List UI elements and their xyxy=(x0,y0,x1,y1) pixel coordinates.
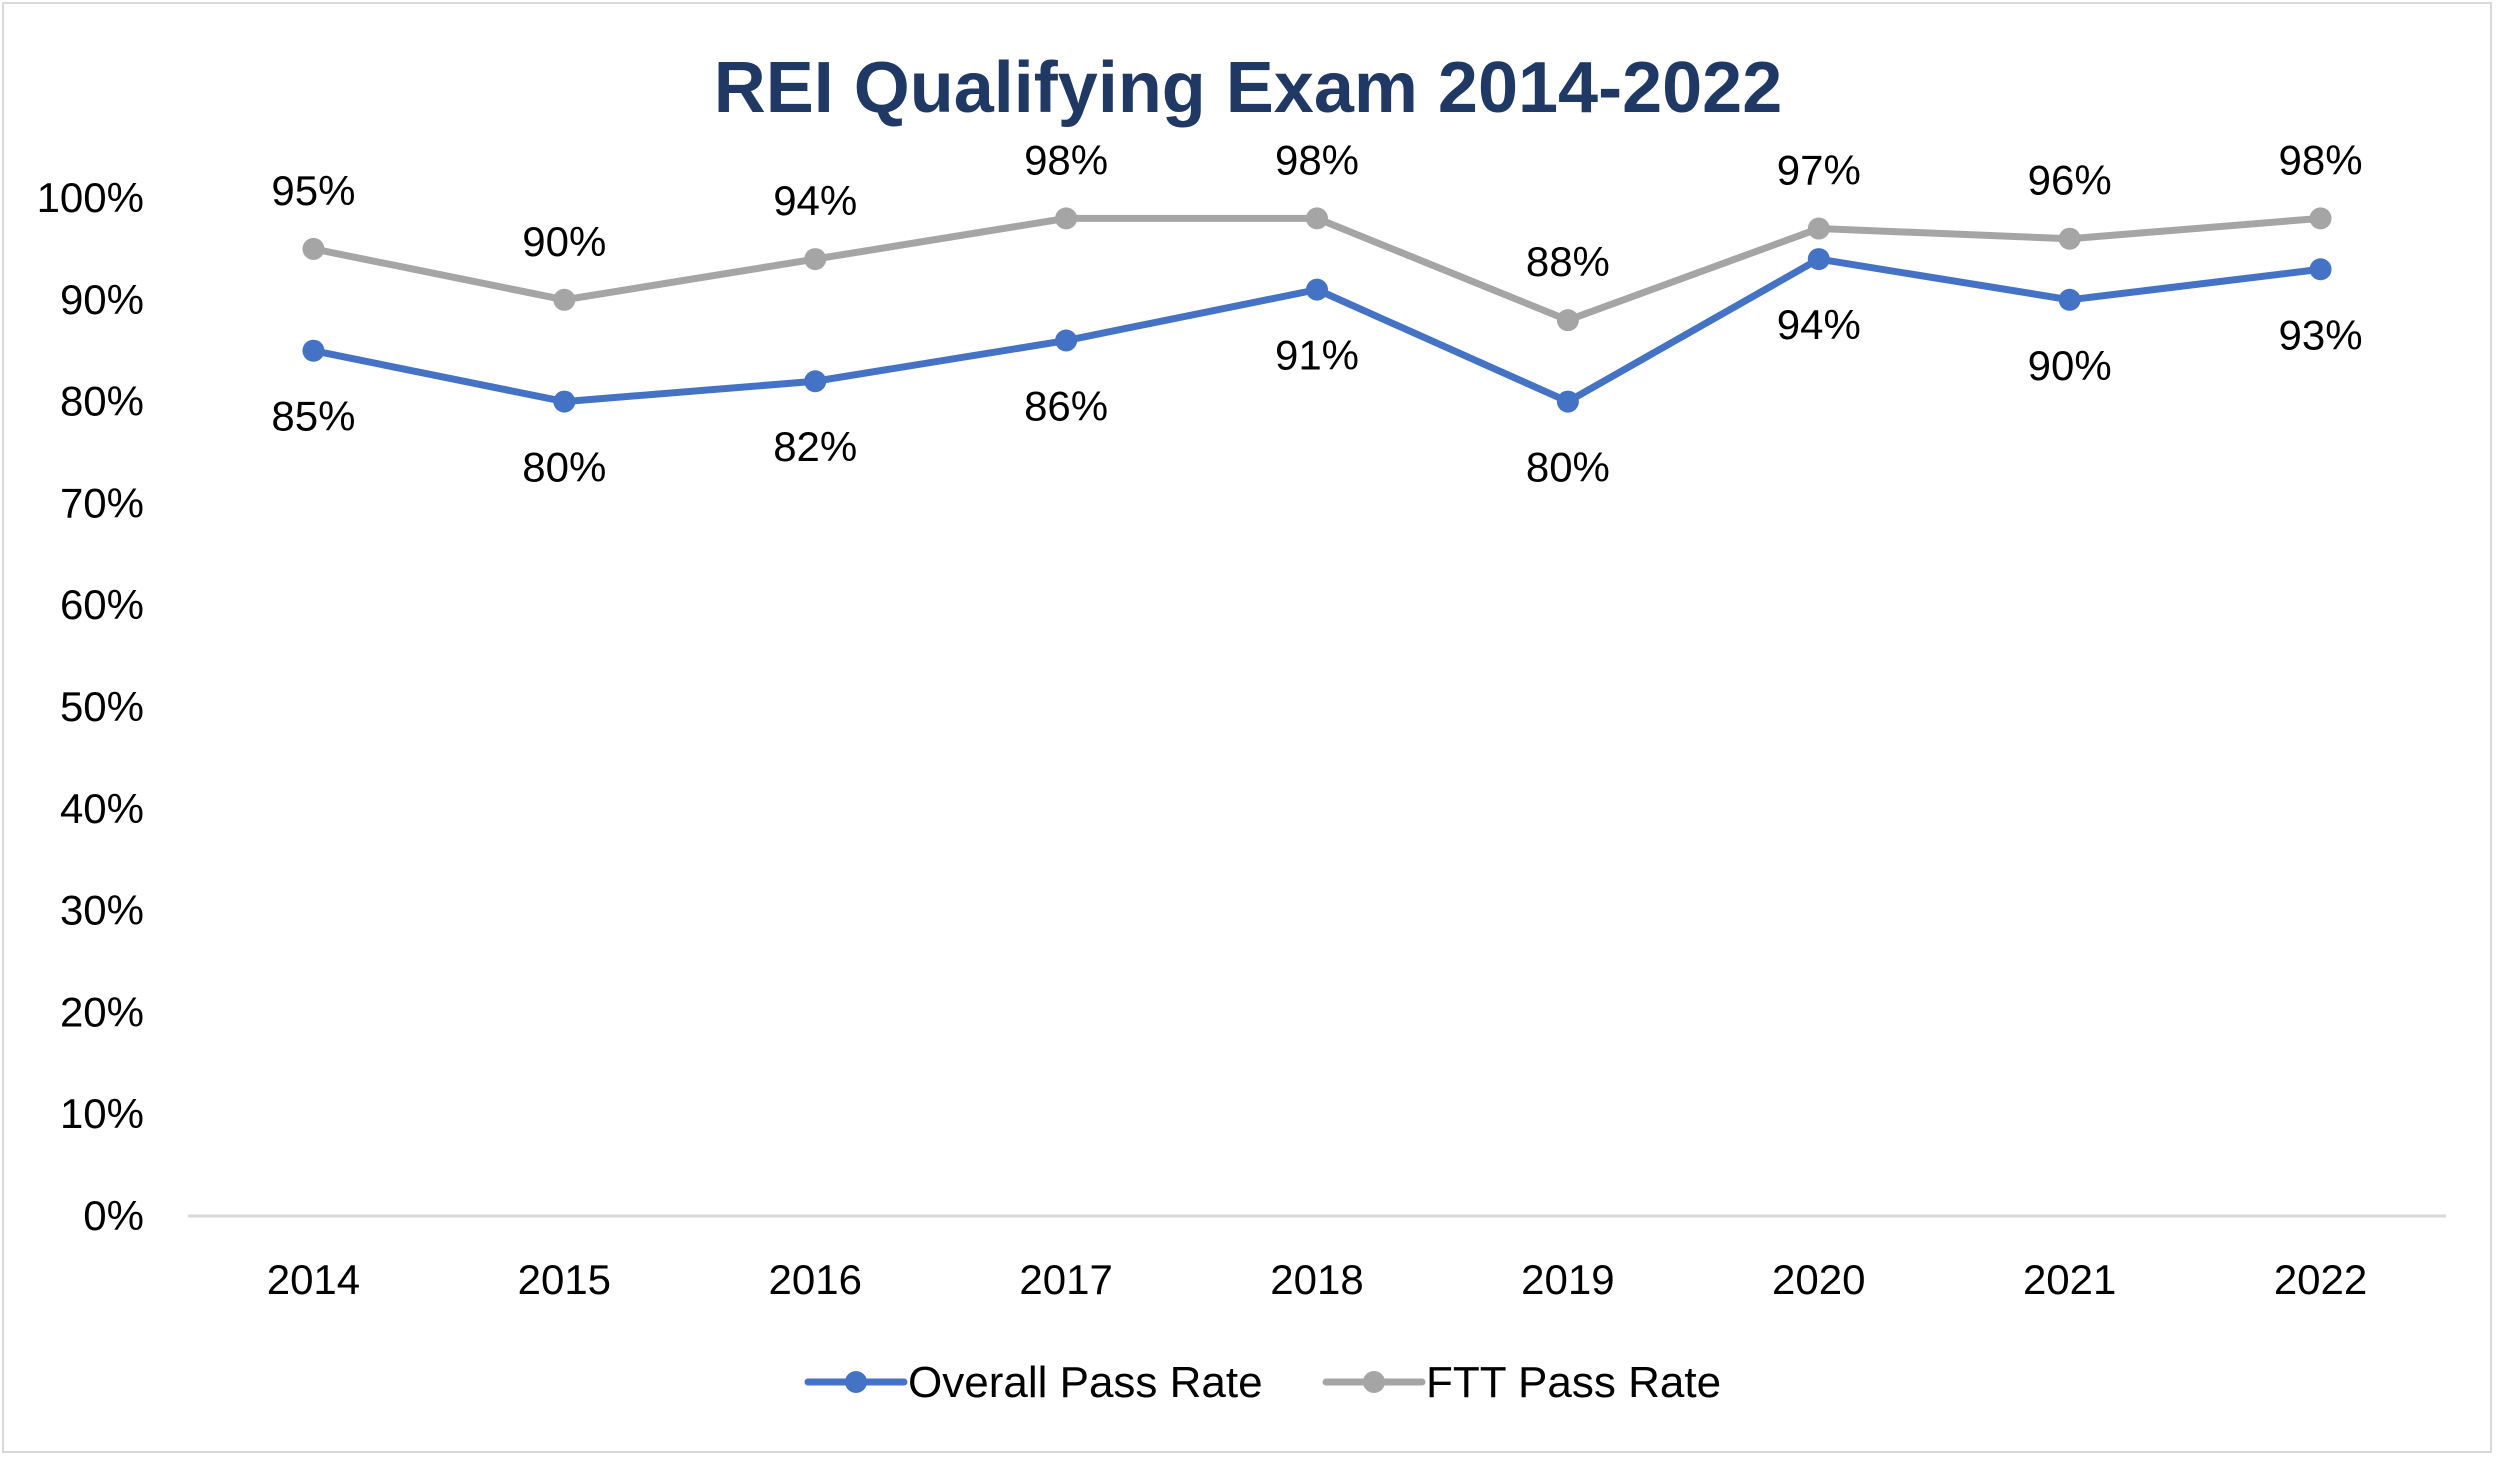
x-tick-label: 2020 xyxy=(1772,1256,1865,1303)
data-point xyxy=(1055,207,1078,230)
y-tick-label: 0% xyxy=(83,1192,144,1239)
data-point xyxy=(1306,278,1328,301)
x-tick-label: 2021 xyxy=(2023,1256,2116,1303)
data-point xyxy=(2309,258,2332,281)
data-label: 98% xyxy=(1024,136,1108,183)
data-label: 94% xyxy=(1777,301,1861,348)
chart-title: REI Qualifying Exam 2014-2022 xyxy=(714,48,1783,128)
data-label: 98% xyxy=(1275,136,1359,183)
data-label: 80% xyxy=(1526,444,1610,491)
data-label: 86% xyxy=(1024,383,1108,430)
y-tick-label: 50% xyxy=(60,683,144,730)
data-point xyxy=(1306,207,1328,230)
data-point xyxy=(1807,248,1830,271)
data-label: 90% xyxy=(522,218,606,265)
legend-item: FTT Pass Rate xyxy=(1322,1358,1721,1407)
x-tick-label: 2014 xyxy=(267,1256,360,1303)
data-label: 94% xyxy=(773,177,857,224)
legend-item: Overall Pass Rate xyxy=(804,1358,1263,1407)
legend-marker xyxy=(1363,1371,1385,1393)
y-tick-label: 40% xyxy=(60,785,144,832)
legend: Overall Pass Rate FTT Pass Rate xyxy=(804,1358,1721,1407)
y-axis-ticks: 0% 10% 20% 30% 40% 50% 60% 70% 80% 90% 100% xyxy=(37,174,144,1239)
data-point xyxy=(2058,288,2081,311)
data-label: 95% xyxy=(271,167,355,214)
series-layer xyxy=(302,207,2332,413)
y-tick-label: 90% xyxy=(60,276,144,323)
data-point xyxy=(2309,207,2332,230)
data-label: 97% xyxy=(1777,147,1861,194)
data-label: 82% xyxy=(773,423,857,470)
x-tick-label: 2017 xyxy=(1019,1256,1112,1303)
data-label: 80% xyxy=(522,444,606,491)
data-point xyxy=(1556,309,1579,332)
x-tick-label: 2018 xyxy=(1270,1256,1363,1303)
data-point xyxy=(302,339,325,362)
x-tick-label: 2019 xyxy=(1521,1256,1614,1303)
data-point xyxy=(1055,329,1078,352)
data-label: 91% xyxy=(1275,332,1359,379)
data-point xyxy=(302,237,325,260)
data-label: 96% xyxy=(2028,157,2112,204)
x-tick-label: 2015 xyxy=(518,1256,611,1303)
y-tick-label: 30% xyxy=(60,887,144,934)
y-tick-label: 20% xyxy=(60,988,144,1035)
data-point xyxy=(553,288,576,311)
data-point xyxy=(804,370,827,393)
legend-label: Overall Pass Rate xyxy=(908,1358,1263,1407)
data-point xyxy=(1556,390,1579,413)
y-tick-label: 100% xyxy=(37,174,144,221)
x-axis-ticks: 2014 2015 2016 2017 2018 2019 2020 2021 2022 xyxy=(267,1256,2368,1303)
data-point xyxy=(1807,217,1830,240)
data-labels: 95% 90% 94% 98% 98% 88% 97% 96% 98% 85% 80% 82% 86% 9… xyxy=(271,136,2362,490)
data-point xyxy=(2058,227,2081,250)
legend-marker xyxy=(845,1371,867,1393)
data-label: 98% xyxy=(2279,136,2363,183)
x-tick-label: 2022 xyxy=(2274,1256,2367,1303)
y-tick-label: 10% xyxy=(60,1090,144,1137)
data-label: 88% xyxy=(1526,238,1610,285)
series-line xyxy=(309,214,2325,324)
y-tick-label: 80% xyxy=(60,378,144,425)
legend-label: FTT Pass Rate xyxy=(1426,1358,1721,1407)
data-point xyxy=(553,390,576,413)
x-tick-label: 2016 xyxy=(769,1256,862,1303)
data-label: 93% xyxy=(2279,311,2363,358)
y-tick-label: 70% xyxy=(60,479,144,526)
y-tick-label: 60% xyxy=(60,581,144,628)
data-label: 90% xyxy=(2028,342,2112,389)
data-point xyxy=(804,248,827,271)
data-label: 85% xyxy=(271,393,355,440)
